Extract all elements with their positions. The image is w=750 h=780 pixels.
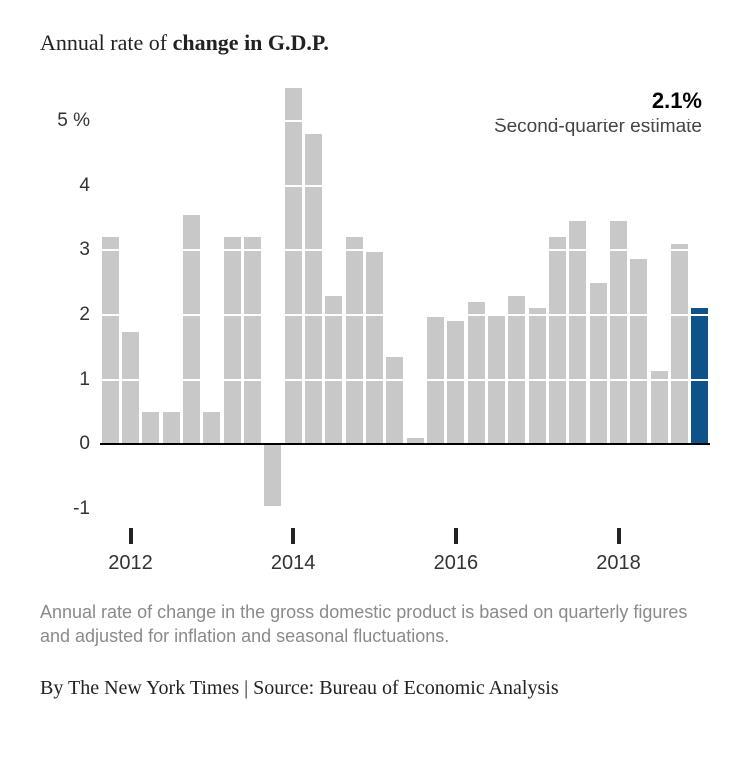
- bar: [630, 259, 647, 445]
- bar: [142, 412, 159, 444]
- bars-layer: [100, 82, 710, 522]
- x-tick-label: 2014: [271, 552, 316, 575]
- title-bold: change in G.D.P.: [173, 30, 329, 55]
- y-tick-label: 5 %: [57, 110, 90, 132]
- gridline: [100, 185, 710, 187]
- bar: [569, 221, 586, 444]
- y-tick-label: 3: [79, 239, 90, 261]
- bar: [346, 237, 363, 444]
- x-tick-mark: [454, 528, 458, 544]
- y-tick-label: -1: [73, 498, 90, 520]
- bar: [285, 88, 302, 444]
- bar: [122, 332, 139, 444]
- x-tick-mark: [617, 528, 621, 544]
- y-tick-label: 2: [79, 304, 90, 326]
- y-tick-label: 1: [79, 369, 90, 391]
- bar: [244, 237, 261, 444]
- y-axis: -1 0 1 2 3 4 5 %: [40, 82, 98, 522]
- chart-footnote: Annual rate of change in the gross domes…: [40, 600, 700, 649]
- x-axis: 2012 2014 2016 2018: [100, 522, 710, 582]
- plot-area: [100, 82, 710, 522]
- bar: [224, 237, 241, 444]
- bar: [447, 321, 464, 444]
- x-tick-label: 2012: [108, 552, 153, 575]
- chart-title: Annual rate of change in G.D.P.: [40, 30, 710, 56]
- gridline: [100, 379, 710, 381]
- bar: [386, 357, 403, 444]
- bar: [529, 308, 546, 444]
- baseline: [100, 443, 710, 445]
- gridline: [100, 508, 710, 510]
- bar: [549, 237, 566, 444]
- title-prefix: Annual rate of: [40, 30, 173, 55]
- x-tick-mark: [291, 528, 295, 544]
- bar: [508, 296, 525, 445]
- bar: [102, 237, 119, 444]
- x-tick-label: 2016: [434, 552, 479, 575]
- bar-highlight: [691, 308, 708, 444]
- x-tick-label: 2018: [596, 552, 641, 575]
- bar: [590, 283, 607, 445]
- bar: [651, 371, 668, 444]
- bar: [325, 296, 342, 445]
- bar: [610, 221, 627, 444]
- bar: [366, 252, 383, 445]
- chart-source: By The New York Times | Source: Bureau o…: [40, 675, 700, 702]
- gridline: [100, 249, 710, 251]
- bar: [163, 412, 180, 444]
- bar: [671, 244, 688, 445]
- y-tick-label: 0: [79, 433, 90, 455]
- gdp-bar-chart: 2.1% Second-quarter estimate -1012345 % …: [40, 82, 710, 582]
- gridline: [100, 314, 710, 316]
- bar: [305, 134, 322, 445]
- bar: [264, 444, 281, 505]
- bar: [468, 302, 485, 444]
- bar: [203, 412, 220, 444]
- y-tick-label: 4: [79, 175, 90, 197]
- gridline: [100, 120, 710, 122]
- x-tick-mark: [129, 528, 133, 544]
